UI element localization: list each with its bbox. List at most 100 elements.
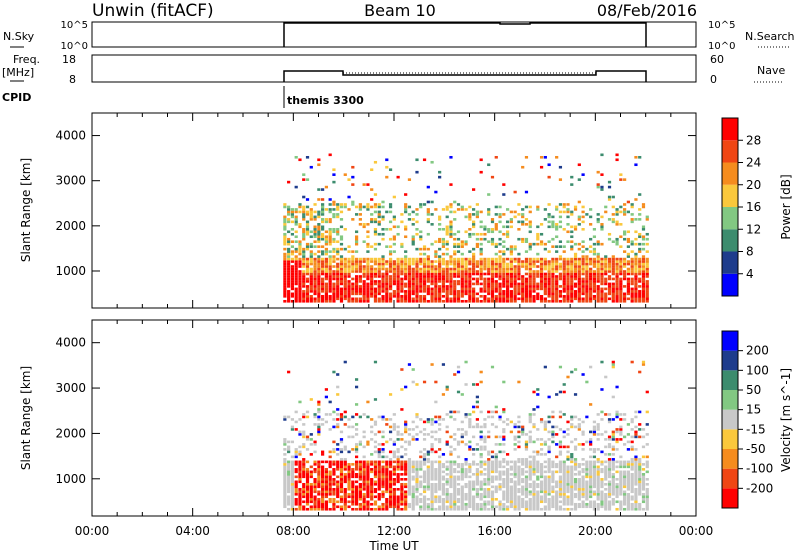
range-cell	[521, 287, 525, 291]
range-cell	[475, 478, 479, 481]
range-cell	[558, 490, 563, 494]
range-cell	[366, 272, 370, 276]
range-cell	[309, 270, 313, 273]
range-cell	[505, 282, 510, 286]
range-cell	[317, 483, 321, 486]
range-cell	[370, 483, 374, 486]
range-cell	[287, 270, 291, 273]
range-cell	[381, 260, 385, 263]
range-cell	[490, 365, 495, 369]
range-cell	[626, 245, 630, 248]
range-cell	[555, 299, 559, 303]
range-cell	[513, 275, 517, 278]
range-cell	[479, 225, 483, 229]
colorbar-segment	[722, 273, 738, 296]
range-cell	[460, 299, 464, 303]
range-cell	[611, 475, 615, 479]
range-cell	[645, 410, 649, 414]
range-cell	[332, 265, 336, 268]
range-cell	[547, 285, 551, 288]
range-cell	[558, 483, 563, 486]
range-cell	[551, 290, 555, 293]
range-cell	[521, 425, 525, 429]
range-cell	[547, 465, 551, 469]
range-cell	[498, 487, 502, 491]
range-cell	[521, 208, 525, 211]
range-cell	[290, 478, 295, 481]
range-cell	[336, 373, 340, 376]
range-cell	[317, 463, 321, 466]
range-cell	[328, 250, 332, 253]
range-cell	[343, 507, 347, 511]
range-cell	[630, 220, 634, 224]
range-cell	[422, 475, 427, 479]
range-cell	[339, 295, 344, 298]
range-cell	[407, 490, 412, 494]
range-cell	[472, 435, 476, 439]
range-cell	[438, 460, 442, 464]
range-cell	[555, 223, 559, 226]
range-cell	[479, 495, 483, 499]
range-cell	[298, 468, 302, 471]
range-cell	[626, 505, 630, 509]
range-cell	[339, 440, 344, 444]
range-cell	[509, 257, 513, 261]
range-cell	[558, 410, 563, 414]
range-cell	[494, 453, 498, 456]
range-cell	[287, 260, 291, 263]
range-cell	[317, 230, 321, 234]
range-cell	[362, 507, 366, 511]
range-cell	[351, 500, 355, 504]
range-cell	[430, 242, 434, 246]
range-cell	[589, 208, 593, 211]
range-cell	[607, 180, 612, 184]
range-cell	[581, 433, 585, 436]
range-cell	[415, 270, 419, 273]
range-cell	[445, 292, 449, 296]
range-cell	[638, 475, 642, 479]
range-cell	[305, 242, 310, 246]
range-cell	[283, 495, 287, 499]
range-cell	[581, 480, 585, 484]
range-cell	[400, 463, 404, 466]
range-cell	[449, 453, 453, 456]
range-cell	[309, 505, 313, 509]
range-cell	[400, 485, 404, 489]
range-cell	[370, 295, 374, 298]
range-cell	[366, 295, 370, 298]
range-cell	[388, 495, 393, 499]
range-cell	[305, 485, 310, 489]
range-cell	[634, 455, 638, 459]
range-cell	[426, 473, 430, 476]
range-cell	[472, 497, 476, 501]
range-cell	[570, 267, 574, 271]
range-cell	[547, 277, 551, 281]
range-cell	[619, 295, 623, 298]
range-cell	[638, 473, 642, 476]
range-cell	[460, 507, 464, 511]
range-cell	[509, 478, 513, 481]
nsearch-label: N.Search	[745, 30, 795, 43]
range-cell	[479, 448, 483, 451]
range-cell	[422, 500, 427, 504]
range-cell	[438, 415, 442, 419]
range-cell	[619, 413, 623, 416]
range-cell	[468, 275, 472, 278]
range-cell	[294, 428, 298, 431]
range-cell	[524, 495, 529, 499]
range-cell	[419, 260, 423, 263]
range-cell	[283, 247, 287, 251]
range-cell	[589, 272, 593, 276]
range-cell	[453, 475, 457, 479]
range-cell	[290, 455, 295, 459]
range-cell	[570, 425, 574, 429]
range-cell	[472, 460, 476, 464]
range-cell	[536, 292, 540, 296]
range-cell	[600, 173, 604, 176]
range-cell	[555, 433, 559, 436]
range-cell	[528, 468, 532, 471]
range-cell	[370, 285, 374, 288]
range-cell	[539, 463, 544, 466]
range-cell	[366, 443, 370, 446]
range-cell	[328, 267, 332, 271]
